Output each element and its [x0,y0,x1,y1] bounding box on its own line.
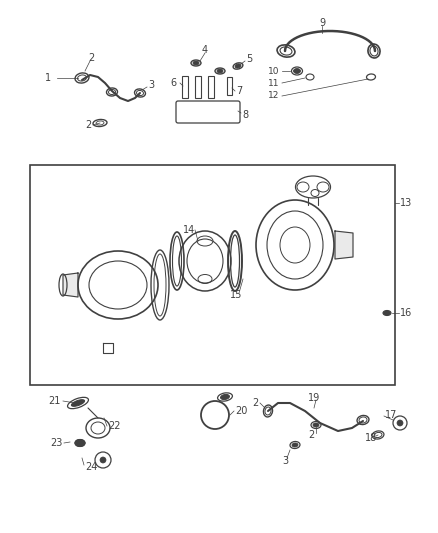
Text: 5: 5 [246,54,252,64]
Bar [227,77,232,95]
Text: 15: 15 [230,290,242,300]
Text: 16: 16 [400,308,412,318]
Text: 18: 18 [365,433,377,443]
Text: 4: 4 [202,45,208,55]
Circle shape [397,420,403,426]
Bar [30,165,395,385]
Text: 14: 14 [183,225,195,235]
Text: 7: 7 [236,86,242,96]
Text: 23: 23 [50,438,62,448]
Text: 2: 2 [252,398,258,408]
Text: 8: 8 [242,110,248,120]
Text: 12: 12 [268,92,279,101]
Ellipse shape [217,69,223,73]
Text: 2: 2 [85,120,91,130]
Text: 21: 21 [48,396,60,406]
Ellipse shape [292,443,298,447]
Ellipse shape [71,400,85,406]
Text: 2: 2 [88,53,94,63]
Text: 10: 10 [268,67,279,76]
Ellipse shape [293,69,300,74]
Text: 3: 3 [282,456,288,466]
Text: 13: 13 [400,198,412,208]
Text: 19: 19 [308,393,320,403]
Polygon shape [335,231,353,259]
Bar [195,76,201,98]
Text: 17: 17 [385,410,397,420]
Text: 2: 2 [308,430,314,440]
Text: 6: 6 [170,78,176,88]
Text: 9: 9 [319,18,325,28]
Bar [208,76,214,98]
Ellipse shape [313,423,319,427]
Ellipse shape [193,61,199,65]
Text: 22: 22 [108,421,120,431]
Ellipse shape [75,440,85,447]
Text: 1: 1 [45,73,51,83]
Ellipse shape [235,64,241,68]
Bar [182,76,188,98]
Ellipse shape [221,394,230,400]
Text: 24: 24 [85,462,97,472]
Polygon shape [63,273,78,297]
Text: 20: 20 [235,406,247,416]
Text: 3: 3 [148,80,154,90]
Circle shape [100,457,106,463]
Text: 11: 11 [268,78,279,87]
Ellipse shape [383,311,391,316]
